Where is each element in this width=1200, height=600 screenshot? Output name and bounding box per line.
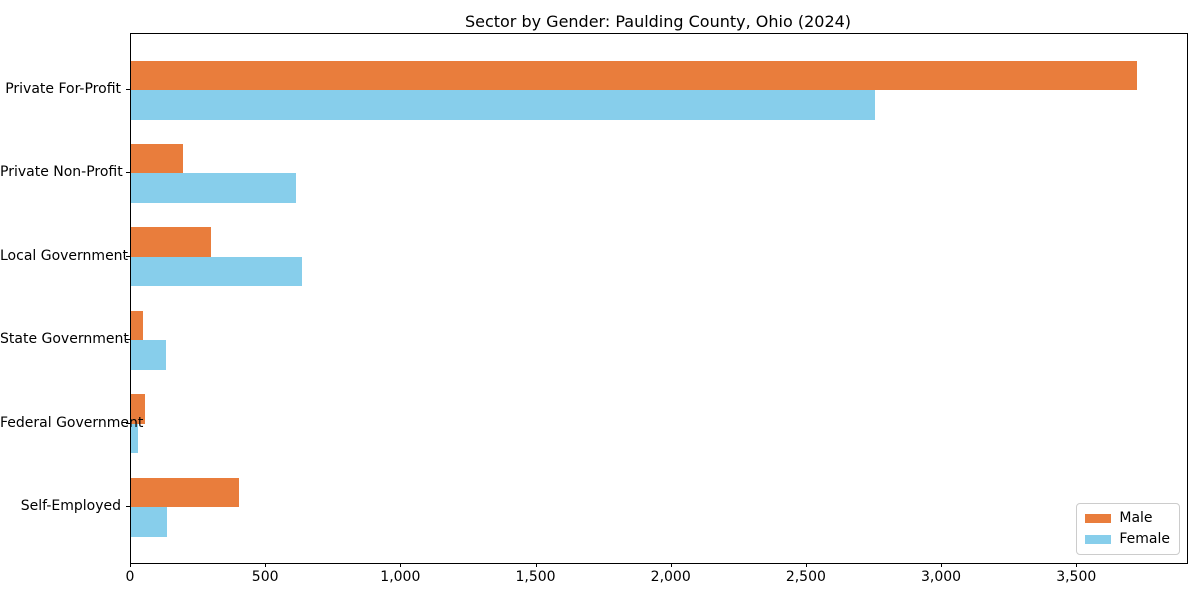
legend: Male Female [1076,503,1180,555]
bar-female-2 [131,256,302,287]
x-tick-mark [535,563,537,567]
legend-item-female: Female [1085,532,1170,547]
x-tick-label: 3,500 [1056,569,1097,585]
bar-male-3 [131,310,143,341]
bar-female-1 [131,173,296,203]
x-tick-label: 2,500 [785,569,826,585]
y-tick-label: Private Non-Profit [0,164,123,181]
x-tick-label: 2,000 [650,569,691,585]
y-tick-label: Private For-Profit [5,81,121,97]
x-tick-label: 500 [251,569,279,585]
x-tick-label: 1,500 [515,569,556,585]
y-tick-label: Local Government [0,247,129,264]
x-tick-mark [670,563,672,567]
legend-swatch-male [1085,514,1112,523]
bar-female-5 [131,507,168,537]
x-tick-mark [1076,563,1078,567]
legend-swatch-female [1085,535,1112,544]
bar-male-5 [131,477,240,507]
legend-item-male: Male [1085,511,1170,526]
bar-female-0 [131,90,875,120]
y-tick-mark [126,422,130,424]
plot-area: Male Female [130,33,1188,564]
x-tick-mark [400,563,402,567]
x-tick-label: 3,000 [921,569,962,585]
bar-male-0 [131,60,1137,90]
bar-male-2 [131,227,212,257]
x-tick-mark [941,563,943,567]
y-tick-mark [126,172,130,174]
y-tick-mark [126,255,130,257]
chart-title: Sector by Gender: Paulding County, Ohio … [464,12,852,31]
y-tick-mark [126,339,130,341]
legend-label-female: Female [1119,531,1170,547]
y-tick-mark [126,89,130,90]
bar-male-4 [131,394,145,424]
y-tick-mark [126,506,130,507]
x-tick-label: 1,000 [380,569,421,585]
y-tick-label: Federal Government [0,414,144,431]
bar-female-3 [131,340,166,370]
legend-label-male: Male [1119,510,1153,526]
bar-male-1 [131,143,184,174]
x-tick-mark [805,563,807,567]
x-tick-mark [130,563,131,567]
x-tick-label: 0 [125,569,135,585]
y-tick-label: Self-Employed [20,498,121,514]
x-tick-mark [265,563,267,567]
y-tick-label: State Government [0,331,129,348]
bar-female-4 [131,423,139,454]
